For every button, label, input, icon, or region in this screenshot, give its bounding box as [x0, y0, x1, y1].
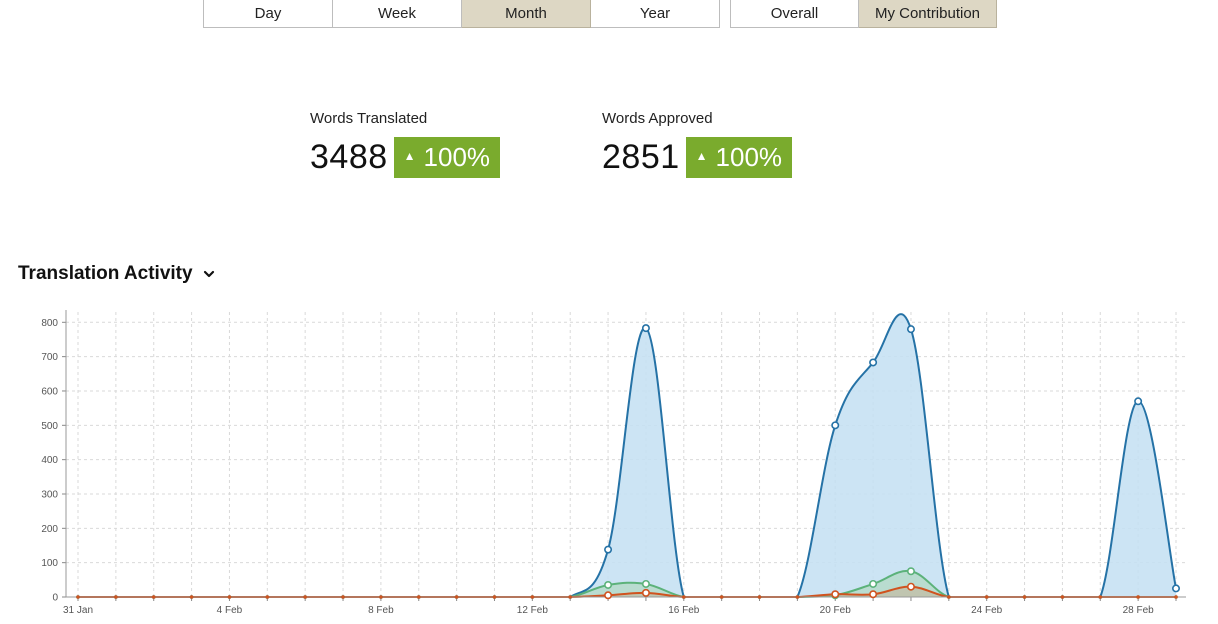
words-translated-stat: Words Translated 3488 ▲ 100% — [310, 110, 501, 178]
translation-activity-chart: 0 100 200 300 400 500 600 700 800 31 Jan 4 Feb 8 Fe… — [41, 310, 1186, 616]
x-tick-label: 4 Feb — [217, 605, 243, 616]
words-approved-stat: Words Approved 2851 ▲ 100% — [602, 110, 793, 178]
data-point — [604, 580, 613, 589]
translation-activity-toggle[interactable]: Translation Activity — [18, 263, 215, 285]
words-translated-label: Words Translated — [310, 110, 428, 127]
data-point — [641, 588, 650, 597]
x-tick-label: 31 Jan — [63, 605, 93, 616]
data-point — [641, 579, 650, 588]
data-point — [1172, 584, 1181, 593]
y-tick-label: 200 — [41, 524, 58, 535]
words-translated-change: 100% — [423, 142, 491, 172]
x-tick-label: 16 Feb — [668, 605, 700, 616]
data-point — [568, 595, 573, 599]
data-point — [681, 595, 686, 599]
y-tick-label: 100 — [41, 558, 58, 569]
data-point — [530, 595, 535, 599]
chart-axes: 0 100 200 300 400 500 600 700 800 31 Jan 4 Feb 8 Fe… — [41, 310, 1186, 616]
y-tick-label: 0 — [52, 593, 58, 604]
data-point — [341, 595, 345, 599]
year-button[interactable]: Year — [591, 0, 720, 28]
data-point — [831, 590, 840, 599]
data-point — [454, 595, 459, 599]
chevron-down-icon — [203, 270, 214, 278]
words-translated-change-badge: ▲ 100% — [393, 137, 501, 178]
data-point — [1060, 595, 1065, 599]
chart-section-title: Translation Activity — [18, 263, 193, 284]
x-tick-label: 24 Feb — [971, 605, 1003, 616]
y-tick-label: 800 — [41, 318, 58, 329]
y-tick-label: 400 — [41, 455, 58, 466]
x-tick-label: 28 Feb — [1123, 605, 1155, 616]
x-tick-label: 20 Feb — [820, 605, 852, 616]
data-point — [379, 595, 383, 599]
data-point — [947, 595, 951, 599]
data-point — [641, 324, 650, 333]
month-button[interactable]: Month — [462, 0, 591, 28]
words-approved-change-badge: ▲ 100% — [685, 137, 793, 178]
data-point — [1136, 595, 1140, 599]
data-point — [906, 567, 915, 576]
data-point — [1022, 595, 1027, 599]
data-point — [189, 595, 194, 599]
data-point — [1134, 397, 1143, 406]
chart-points — [76, 324, 1181, 600]
data-point — [151, 595, 156, 599]
words-approved-label: Words Approved — [602, 110, 713, 127]
data-point — [604, 591, 613, 600]
data-point — [1174, 595, 1178, 599]
data-point — [114, 595, 118, 599]
data-point — [76, 595, 80, 599]
words-translated-value: 3488 — [310, 138, 388, 176]
time-range-segmented-control: Day Week Month Year — [203, 0, 720, 28]
my-contribution-button[interactable]: My Contribution — [859, 0, 997, 28]
data-point — [984, 595, 989, 599]
y-tick-label: 700 — [41, 352, 58, 363]
week-button[interactable]: Week — [333, 0, 462, 28]
series-area — [78, 586, 1176, 597]
data-point — [795, 595, 800, 599]
data-point — [604, 545, 613, 554]
words-approved-value: 2851 — [602, 138, 680, 176]
data-point — [416, 595, 421, 599]
data-point — [492, 595, 497, 599]
data-point — [757, 595, 762, 599]
x-tick-label: 12 Feb — [517, 605, 549, 616]
data-point — [719, 595, 724, 599]
data-point — [869, 579, 878, 588]
overall-button[interactable]: Overall — [730, 0, 859, 28]
series-area — [78, 314, 1176, 597]
data-point — [869, 358, 878, 367]
series-area — [78, 570, 1176, 597]
up-arrow-icon: ▲ — [695, 148, 708, 163]
data-point — [831, 421, 840, 430]
data-point — [265, 595, 270, 599]
y-tick-label: 600 — [41, 386, 58, 397]
words-approved-change: 100% — [715, 142, 783, 172]
data-point — [303, 595, 307, 599]
data-point — [869, 590, 878, 599]
y-tick-label: 300 — [41, 489, 58, 500]
y-tick-label: 500 — [41, 421, 58, 432]
data-point — [227, 595, 232, 599]
up-arrow-icon: ▲ — [403, 148, 416, 163]
x-tick-label: 8 Feb — [368, 605, 394, 616]
scope-segmented-control: Overall My Contribution — [730, 0, 997, 28]
data-point — [906, 582, 915, 591]
day-button[interactable]: Day — [203, 0, 333, 28]
data-point — [906, 325, 915, 334]
data-point — [1098, 595, 1103, 599]
